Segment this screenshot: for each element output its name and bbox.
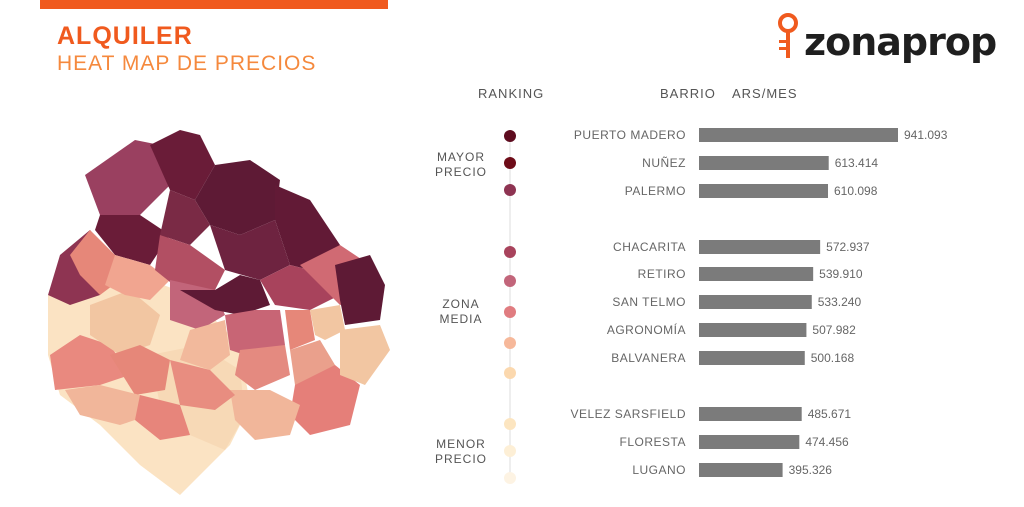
- price-header: ARS/MES: [732, 86, 798, 101]
- group-label-mid: ZONA MEDIA: [426, 297, 496, 327]
- barrio-label: LUGANO: [632, 463, 686, 477]
- price-value-label: 395.326: [789, 463, 833, 477]
- barrio-label: CHACARITA: [613, 240, 686, 254]
- price-value-label: 533.240: [818, 295, 862, 309]
- price-value-label: 474.456: [805, 435, 849, 449]
- barrio-label: NUÑEZ: [642, 156, 686, 170]
- barrio-label: AGRONOMÍA: [607, 322, 686, 337]
- price-value-label: 539.910: [819, 267, 863, 281]
- group-mid-line1: ZONA: [442, 297, 480, 311]
- map-region-north1: [150, 130, 215, 200]
- barrio-label: PUERTO MADERO: [574, 128, 686, 142]
- price-value-label: 941.093: [904, 128, 948, 142]
- top-accent-bar: [40, 0, 388, 9]
- group-label-high: MAYOR PRECIO: [426, 150, 496, 180]
- map-region-palermo: [210, 220, 290, 280]
- map-region-sw-pink2: [135, 395, 190, 440]
- ranking-dot: [504, 306, 516, 318]
- map-region-center6: [310, 305, 345, 340]
- price-bar: [699, 295, 812, 309]
- map-region-nordelta: [275, 185, 340, 275]
- map-region-center-north: [155, 235, 225, 290]
- price-bar: [699, 267, 814, 281]
- map-region-center3: [285, 310, 315, 350]
- price-bar: [699, 435, 800, 449]
- price-value-label: 613.414: [835, 156, 879, 170]
- map-region-colegiales: [180, 275, 270, 315]
- price-bar: [699, 323, 807, 337]
- price-value-label: 507.982: [812, 323, 856, 337]
- ranking-header: RANKING: [478, 86, 545, 101]
- group-low-line1: MENOR: [436, 437, 486, 451]
- map-region-south-east: [290, 365, 360, 435]
- price-value-label: 572.937: [826, 240, 870, 254]
- price-bar: [699, 156, 829, 170]
- logo-text: zonaprop: [804, 20, 997, 64]
- key-icon: [778, 13, 798, 58]
- group-label-low: MENOR PRECIO: [426, 437, 496, 467]
- ranking-dot: [504, 472, 516, 484]
- map-region-west2: [90, 290, 160, 355]
- price-bar: [699, 240, 821, 254]
- page-title: ALQUILER: [57, 22, 193, 50]
- ranking-dot: [504, 246, 516, 258]
- map-region-boca: [340, 325, 390, 385]
- barrio-label: FLORESTA: [620, 435, 686, 449]
- group-mid-line2: MEDIA: [439, 312, 483, 326]
- barrio-label: BALVANERA: [611, 351, 686, 365]
- barrio-label: VELEZ SARSFIELD: [570, 407, 686, 421]
- group-low-line2: PRECIO: [434, 452, 487, 466]
- price-bar: [699, 351, 805, 365]
- ranking-dot: [504, 184, 516, 196]
- page-subtitle: HEAT MAP DE PRECIOS: [57, 52, 317, 75]
- price-value-label: 485.671: [808, 407, 852, 421]
- ranking-dot: [504, 130, 516, 142]
- ranking-dot: [504, 418, 516, 430]
- ranking-dot: [504, 337, 516, 349]
- ranking-dot: [504, 157, 516, 169]
- ranking-dot: [504, 275, 516, 287]
- map-region-puerto-madero: [335, 255, 385, 325]
- map-region-northwest3: [95, 215, 170, 265]
- price-bar: [699, 407, 802, 421]
- map-region-northwest2: [85, 140, 170, 215]
- map-region-north2: [195, 160, 280, 235]
- price-bar: [699, 128, 898, 142]
- map-region-south-center: [230, 390, 300, 440]
- map-region-north3: [160, 190, 210, 245]
- barrio-label: RETIRO: [638, 267, 686, 281]
- heat-map: [48, 130, 390, 495]
- map-region-sw-pink: [170, 360, 235, 410]
- map-region-center4: [235, 345, 290, 390]
- map-region-west: [50, 335, 130, 390]
- barrio-header: BARRIO: [660, 86, 716, 101]
- barrio-label: PALERMO: [625, 184, 686, 198]
- map-region-west4: [65, 385, 150, 425]
- map-region-mid-west: [105, 255, 170, 300]
- price-value-label: 610.098: [834, 184, 878, 198]
- group-high-line2: PRECIO: [434, 165, 487, 179]
- map-region-west3: [110, 345, 170, 395]
- barrio-label: SAN TELMO: [612, 295, 686, 309]
- group-high-line1: MAYOR: [436, 150, 486, 164]
- map-region-center2: [180, 320, 230, 370]
- zonaprop-logo: zonaprop: [776, 10, 1006, 70]
- ranking-dot: [504, 367, 516, 379]
- ranking-dot: [504, 445, 516, 457]
- price-bar: [699, 463, 783, 477]
- price-value-label: 500.168: [811, 351, 855, 365]
- price-bar: [699, 184, 829, 198]
